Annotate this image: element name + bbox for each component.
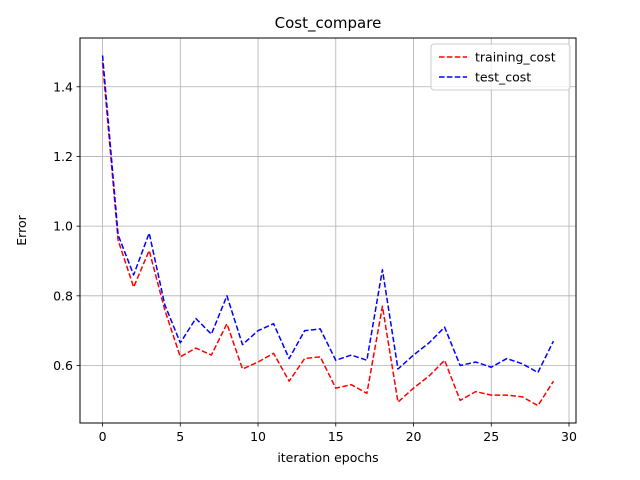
y-tick-label: 0.6 [53, 358, 73, 373]
x-tick-label: 20 [406, 429, 422, 444]
series-line-test_cost [101, 55, 555, 374]
x-tick-label: 25 [483, 429, 499, 444]
legend-label-training_cost: training_cost [475, 50, 556, 65]
y-tick-label: 1.4 [53, 79, 73, 94]
ticks: 0 5 10 15 20 25 30 0.6 0.8 1.0 1.2 1.4 [53, 79, 577, 444]
legend-label-test_cost: test_cost [475, 70, 531, 85]
y-tick-label: 1.2 [53, 149, 73, 164]
x-tick-label: 15 [328, 429, 344, 444]
x-tick-label: 10 [250, 429, 266, 444]
x-tick-label: 5 [176, 429, 184, 444]
y-tick-label: 0.8 [53, 288, 73, 303]
legend-box [430, 43, 571, 91]
chart-title: Cost_compare [275, 14, 382, 33]
series-layer [101, 55, 555, 407]
legend: training_cost test_cost [430, 43, 571, 91]
x-tick-label: 0 [99, 429, 107, 444]
y-axis-label: Error [14, 214, 29, 245]
x-axis-label: iteration epochs [277, 450, 378, 465]
x-tick-label: 30 [561, 429, 577, 444]
y-tick-label: 1.0 [53, 219, 73, 234]
plot-frame [79, 37, 577, 424]
